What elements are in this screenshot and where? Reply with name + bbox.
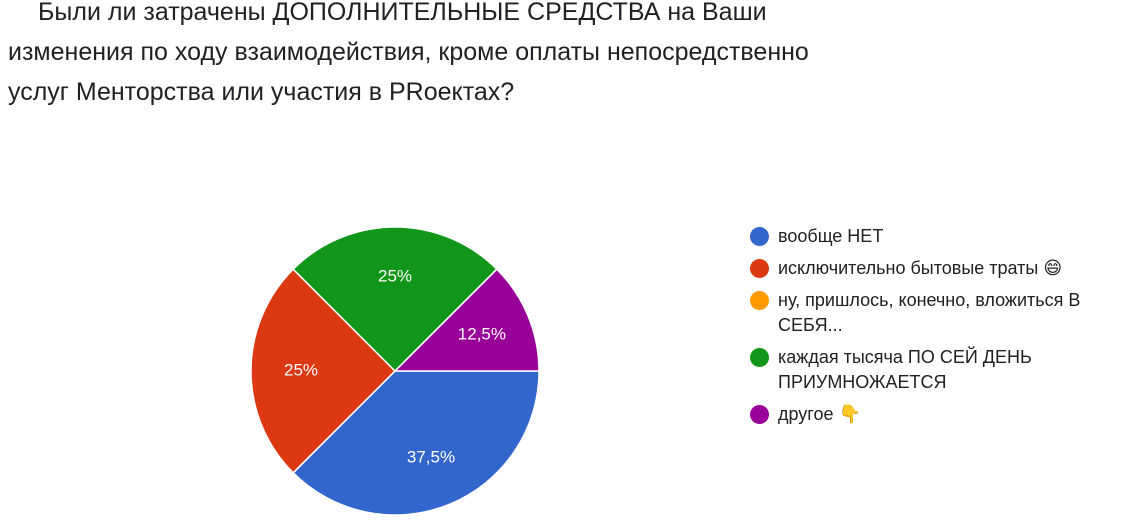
legend-label: каждая тысяча ПО СЕЙ ДЕНЬ ПРИУМНОЖАЕТСЯ xyxy=(778,347,1032,392)
chart-title: Были ли затрачены ДОПОЛНИТЕЛЬНЫЕ СРЕДСТВ… xyxy=(8,0,809,106)
legend: вообще НЕТ исключительно бытовые траты 😄 н… xyxy=(750,224,1120,434)
slice-value-label-4: 12,5% xyxy=(458,325,506,344)
legend-swatch-icon xyxy=(750,405,769,424)
pie-slice-4[interactable] xyxy=(393,268,540,372)
legend-swatch-icon xyxy=(750,291,769,310)
legend-label: другое 👇 xyxy=(778,404,861,424)
legend-label: ну, пришлось, конечно, вложиться В СЕБЯ.… xyxy=(778,290,1081,335)
legend-swatch-icon xyxy=(750,227,769,246)
pie-slice-1[interactable] xyxy=(250,268,397,474)
legend-item-1[interactable]: исключительно бытовые траты 😄 xyxy=(750,256,1120,281)
legend-label: исключительно бытовые траты 😄 xyxy=(778,258,1063,278)
slice-value-label-0: 37,5% xyxy=(407,447,455,466)
legend-swatch-icon xyxy=(750,259,769,278)
legend-item-3[interactable]: каждая тысяча ПО СЕЙ ДЕНЬ ПРИУМНОЖАЕТСЯ xyxy=(750,345,1120,395)
legend-item-2[interactable]: ну, пришлось, конечно, вложиться В СЕБЯ.… xyxy=(750,288,1120,338)
pie-slice-0[interactable] xyxy=(292,370,540,516)
legend-item-0[interactable]: вообще НЕТ xyxy=(750,224,1120,249)
pie-slice-3[interactable] xyxy=(292,226,498,373)
legend-label: вообще НЕТ xyxy=(778,226,884,246)
slice-value-label-1: 25% xyxy=(284,360,318,379)
legend-item-4[interactable]: другое 👇 xyxy=(750,402,1120,427)
slice-value-label-3: 25% xyxy=(378,266,412,285)
legend-swatch-icon xyxy=(750,348,769,367)
